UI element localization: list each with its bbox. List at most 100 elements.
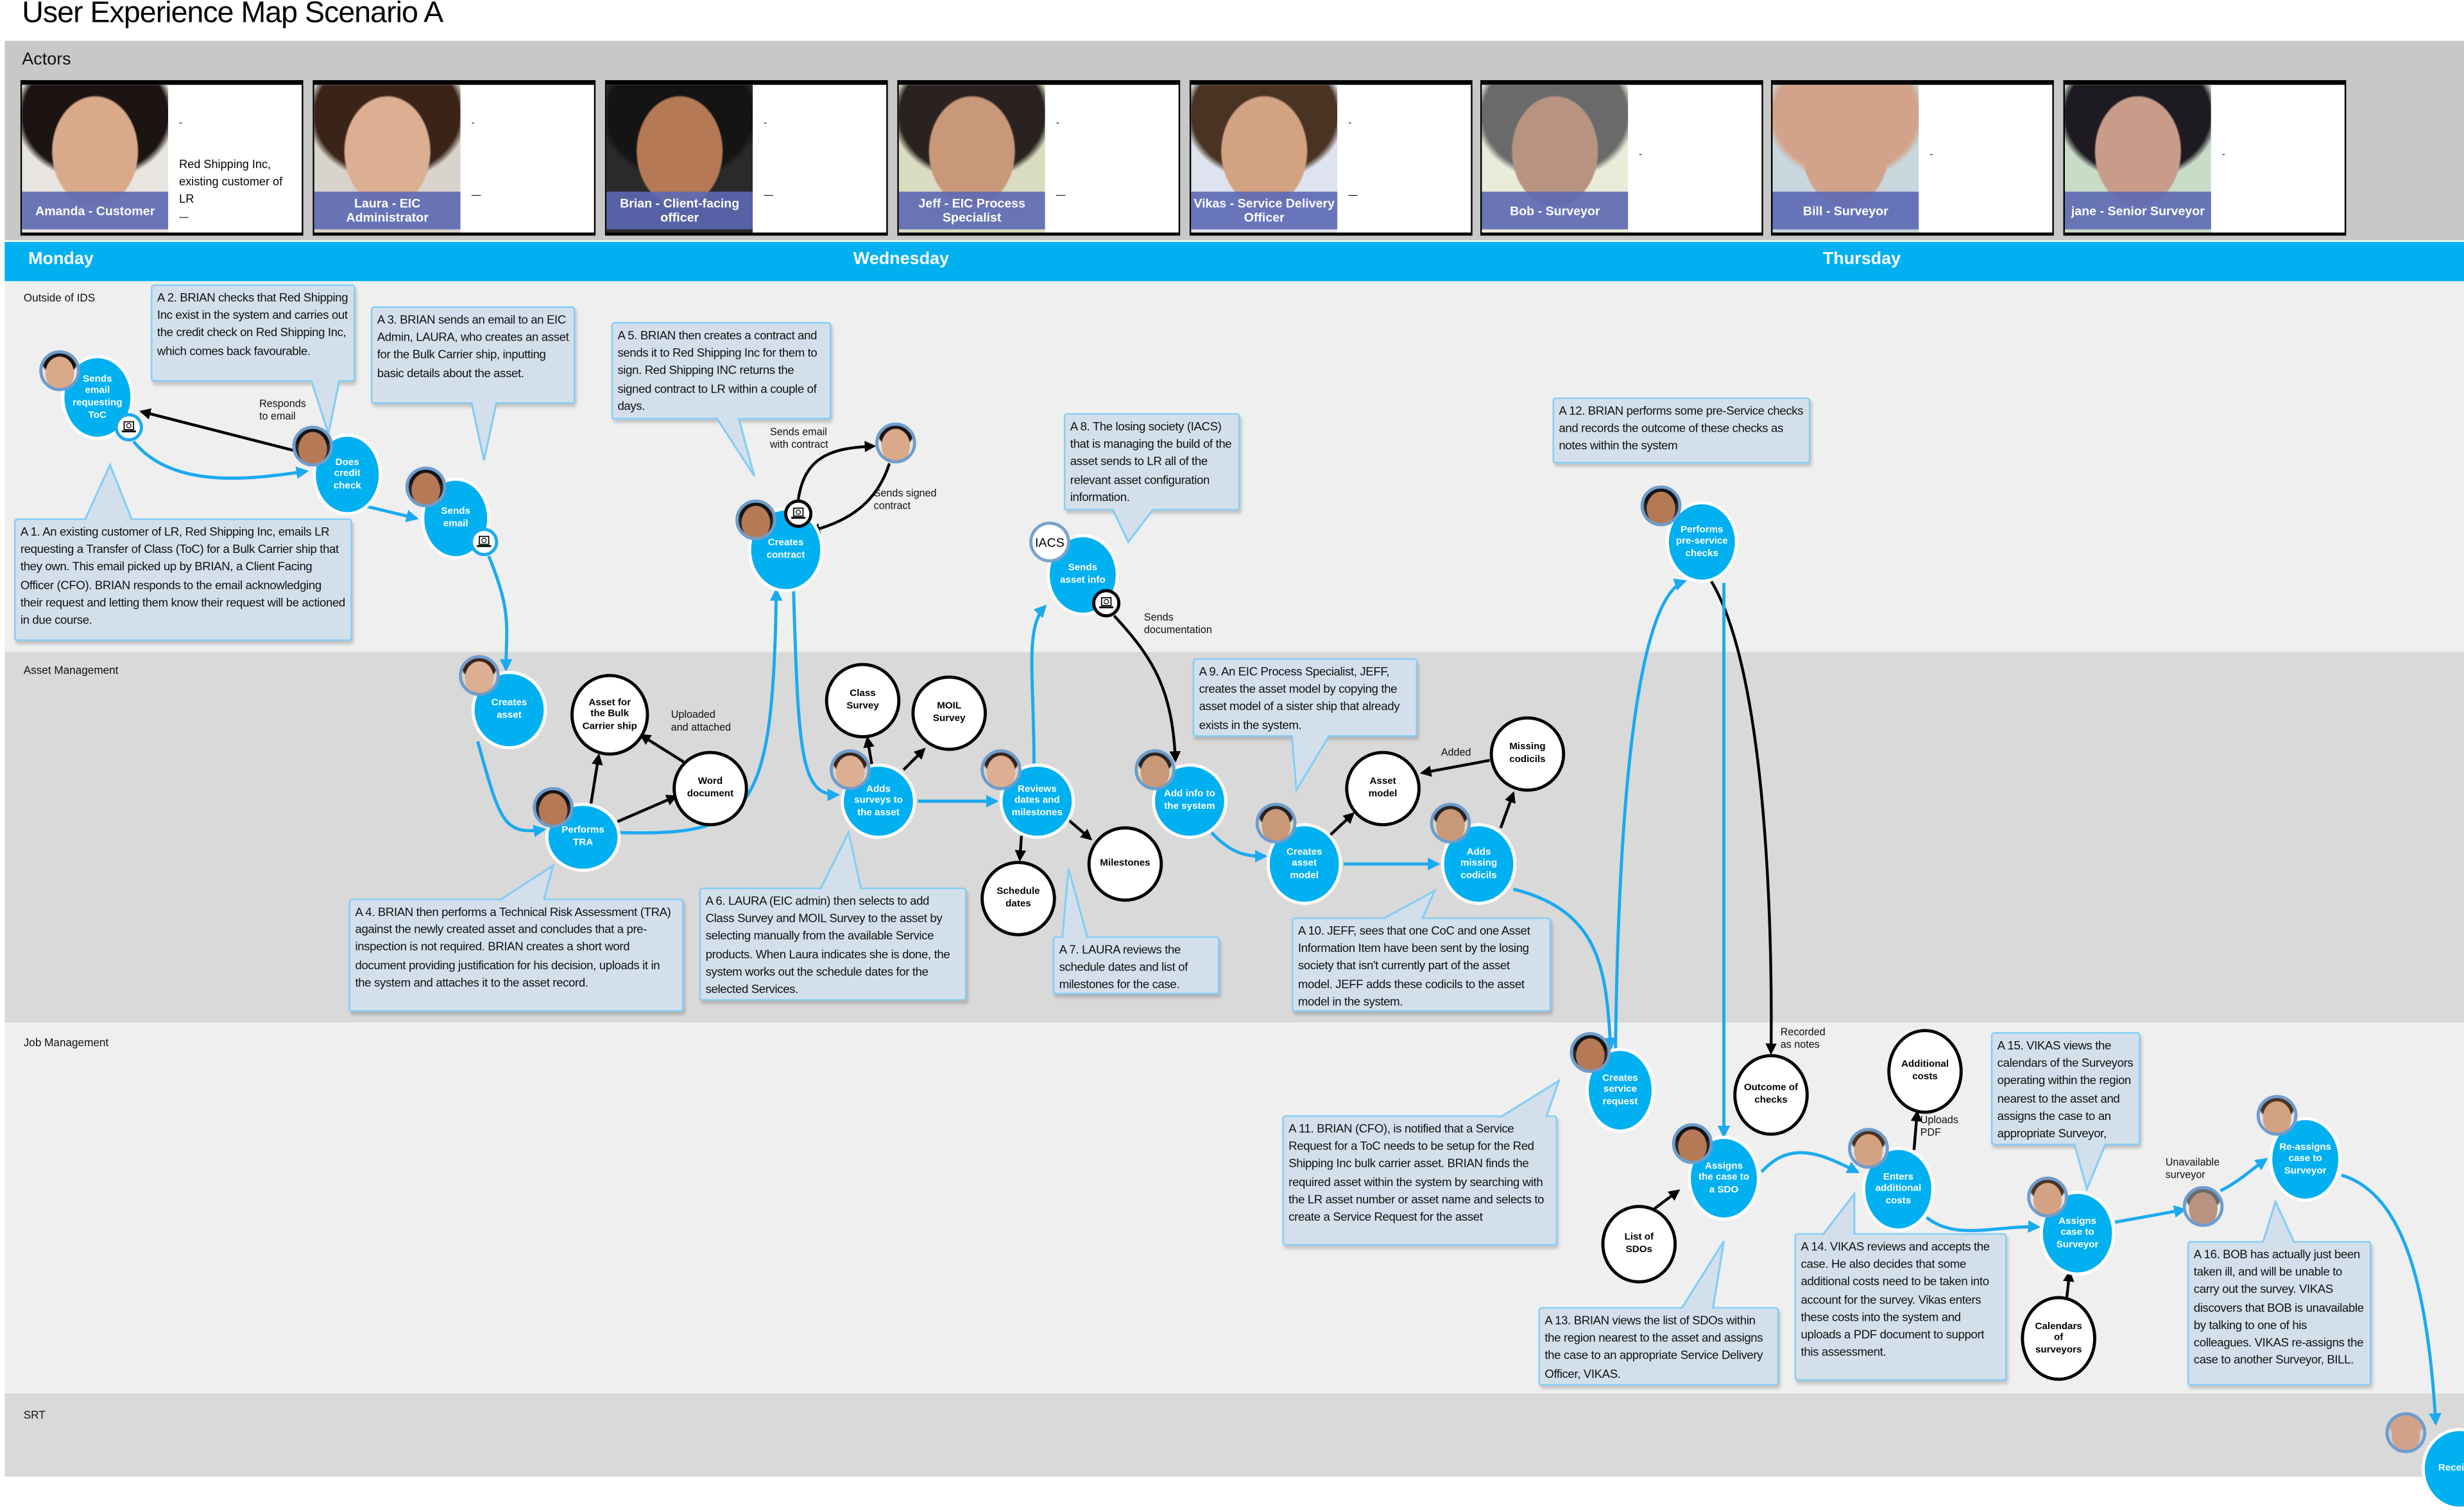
flow-arrow (1512, 887, 1617, 1051)
callout-pointer-outline (1111, 508, 1154, 544)
lane-label: Job Management (23, 1038, 109, 1049)
callout-pointer (1112, 509, 1154, 542)
laptop-glyph (791, 507, 806, 519)
flow-arrow (1030, 604, 1047, 765)
avatar-brian (1570, 1031, 1611, 1073)
laptop-icon[interactable] (470, 527, 499, 556)
action-label: Assigns the case to a SDO (1698, 1160, 1750, 1196)
callout-pointer (2074, 1143, 2106, 1189)
flow-arrow (1760, 1151, 1860, 1174)
artifact-node[interactable]: Asset model (1345, 751, 1421, 827)
actor-detail-marker: - (1929, 151, 1933, 160)
data-arrow (2063, 1270, 2075, 1302)
flow-label-responds: Responds to email (259, 399, 306, 423)
artifact-node[interactable]: Asset for the Bulk Carrier ship (570, 674, 649, 756)
callout-pointer-outline (499, 863, 555, 901)
artifact-label: Asset model (1368, 776, 1398, 800)
action-label: Enters additional costs (1875, 1171, 1922, 1207)
callout-a8: A 8. The losing society (IACS) that is m… (1063, 413, 1240, 511)
actor-card[interactable]: Vikas - Service Delivery Officer - — (1189, 80, 1473, 236)
day-label-wednesday: Wednesday (853, 250, 950, 269)
callout-a13: A 13. BRIAN views the list of SDOs withi… (1538, 1307, 1779, 1386)
actor-card[interactable]: Amanda - Customer - — Red Shipping Inc, exi… (20, 80, 304, 236)
actor-card[interactable]: Brian - Client-facing officer - — (604, 80, 888, 236)
artifact-node[interactable]: List of SDOs (1601, 1205, 1677, 1284)
action-node[interactable]: Enters additional costs (1862, 1146, 1935, 1232)
callout-pointer-outline (715, 417, 756, 477)
callout-pointer-outline (1822, 1191, 1856, 1235)
callout-a11: A 11. BRIAN (CFO), is notified that a Se… (1282, 1115, 1557, 1246)
data-arrow (809, 462, 891, 534)
action-label: Performs pre-service checks (1675, 524, 1728, 559)
laptop-icon[interactable] (1092, 589, 1121, 618)
callout-a2: A 2. BRIAN checks that Red Shipping Inc … (151, 284, 355, 382)
callout-a5: A 5. BRIAN then creates a contract and s… (611, 322, 832, 420)
action-node[interactable]: Creates contract (748, 507, 824, 593)
actor-card[interactable]: Laura - EIC Administrator - — (312, 80, 596, 236)
flow-arrow (487, 556, 513, 672)
laptop-icon[interactable] (784, 499, 813, 528)
artifact-label: Outcome of checks (1743, 1083, 1799, 1107)
action-node[interactable]: Performs TRA (545, 802, 621, 872)
actor-detail-marker: — (764, 191, 773, 201)
callout-pointer-outline (470, 402, 498, 461)
avatar-brian (1672, 1123, 1713, 1164)
avatar-laura (830, 749, 871, 790)
artifact-node[interactable]: Outcome of checks (1733, 1054, 1809, 1136)
flow-label-documentation: Sends documentation (1143, 613, 1212, 637)
avatar-bob (2182, 1185, 2224, 1227)
artifact-node[interactable]: MOIL Survey (911, 675, 987, 751)
action-label: Adds missing codicils (1460, 846, 1498, 881)
flow-label-recorded: Recorded as notes (1780, 1027, 1826, 1052)
actor-card[interactable]: Jeff - EIC Process Specialist - — (897, 80, 1181, 236)
artifact-node[interactable]: Missing codicils (1489, 716, 1566, 792)
flow-arrow (476, 741, 547, 838)
artifact-label: Schedule dates (997, 886, 1040, 910)
action-label: Receives (2438, 1463, 2464, 1474)
actor-name: Jeff - EIC Process Specialist (898, 191, 1045, 230)
callout-pointer (471, 402, 497, 461)
action-node[interactable]: Re-assigns case to Surveyor (2269, 1117, 2342, 1202)
action-node[interactable]: Adds missing codicils (1441, 823, 1517, 905)
artifact-node[interactable]: Class Survey (825, 663, 901, 739)
callout-a7: A 7. LAURA reviews the schedule dates an… (1052, 936, 1220, 995)
callout-a16: A 16. BOB has actually just been taken i… (2187, 1241, 2372, 1386)
avatar-brian (405, 466, 447, 508)
flow-label-added: Added (1441, 747, 1471, 759)
avatar-brian (735, 499, 776, 541)
action-node[interactable]: Assigns the case to a SDO (1688, 1135, 1760, 1221)
data-arrow (902, 747, 926, 771)
actor-card[interactable]: jane - Senior Surveyor - (2063, 80, 2347, 236)
artifact-node[interactable]: Calendars of surveyors (2021, 1296, 2096, 1381)
actor-card[interactable]: Bill - Surveyor - (1771, 80, 2054, 236)
action-label: Does credit check (333, 456, 361, 492)
actor-detail-marker: — (1348, 191, 1358, 201)
callout-pointer-outline (2262, 1199, 2295, 1243)
flow-arrow (1210, 831, 1268, 863)
data-arrow (1328, 812, 1355, 837)
actor-card[interactable]: Bob - Surveyor - (1480, 80, 1763, 236)
data-arrow (1014, 835, 1027, 862)
callout-pointer-outline (1681, 1240, 1725, 1309)
action-node[interactable]: Creates service request (1586, 1048, 1655, 1133)
actor-description: Red Shipping Inc, existing customer of L… (179, 157, 283, 206)
avatar-laura (459, 655, 500, 696)
action-label: Reviews dates and milestones (1011, 783, 1063, 819)
artifact-node[interactable]: Schedule dates (980, 861, 1056, 937)
actor-detail-marker: — (471, 191, 481, 201)
callout-pointer-outline (819, 829, 862, 890)
actor-name: Laura - EIC Administrator (314, 191, 461, 230)
artifact-node[interactable]: Milestones (1087, 826, 1163, 902)
laptop-icon[interactable] (114, 413, 143, 442)
artifact-label: Calendars of surveyors (2035, 1320, 2082, 1355)
callout-pointer-outline (2073, 1143, 2107, 1192)
callout-tails (83, 380, 2295, 1309)
artifact-node[interactable]: Word document (672, 751, 748, 827)
actors-heading: Actors (22, 50, 71, 69)
actor-detail-marker: - (764, 119, 767, 129)
callout-pointer (85, 464, 132, 520)
artifact-node[interactable]: Additional costs (1887, 1029, 1963, 1114)
avatar-vikas (1848, 1128, 1889, 1169)
action-label: Sends email requesting ToC (73, 373, 123, 421)
flow-arrow (2341, 1173, 2442, 1426)
